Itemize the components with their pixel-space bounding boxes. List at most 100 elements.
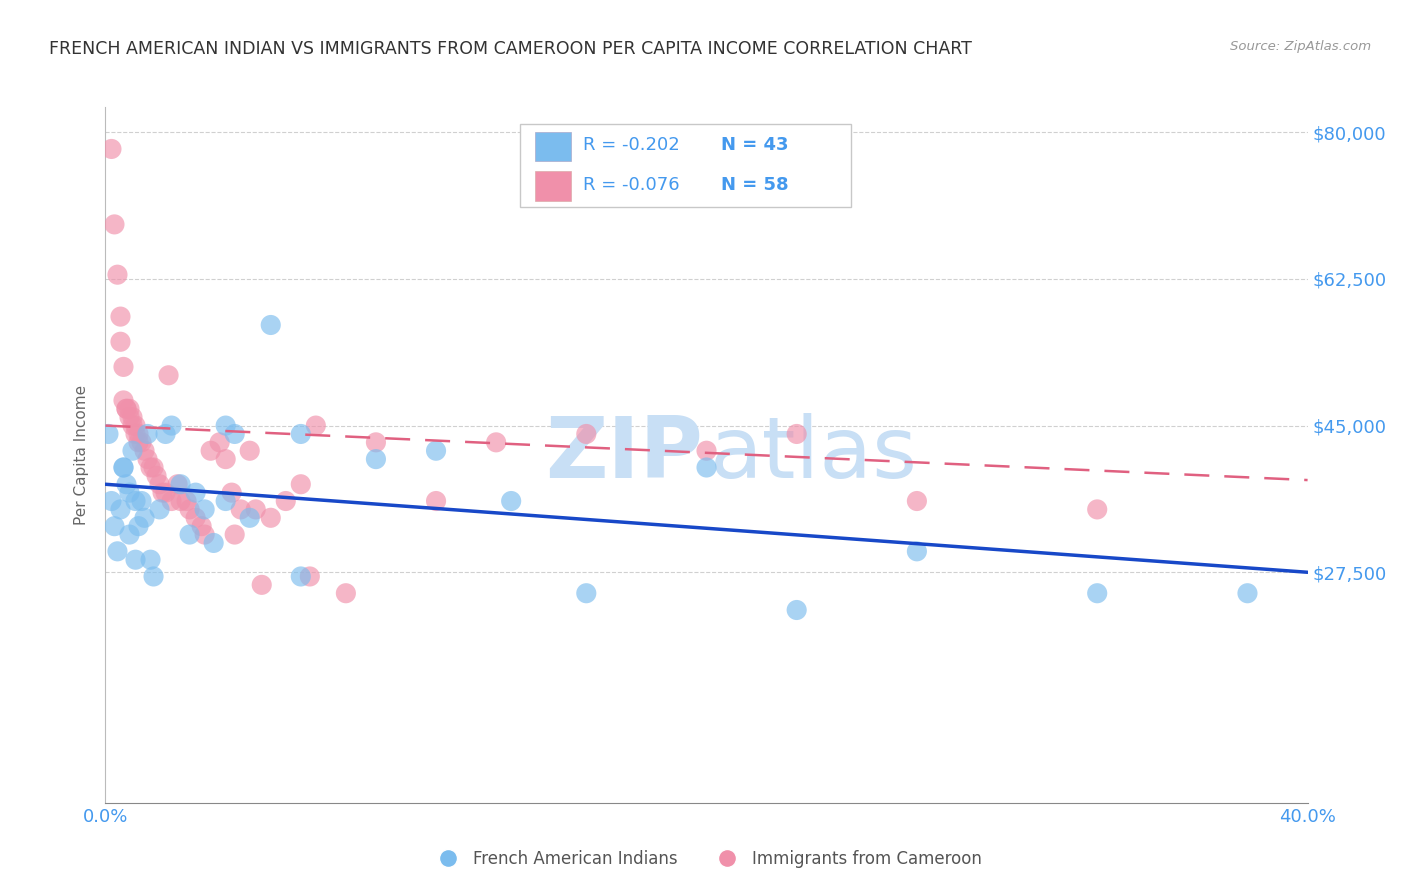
Point bbox=[131, 494, 153, 508]
Point bbox=[142, 460, 165, 475]
Text: Source: ZipAtlas.com: Source: ZipAtlas.com bbox=[1230, 40, 1371, 54]
Bar bbox=[534, 132, 571, 161]
Point bbox=[100, 494, 122, 508]
Point bbox=[290, 427, 312, 442]
Point bbox=[118, 410, 141, 425]
Point bbox=[575, 586, 598, 600]
Point bbox=[103, 519, 125, 533]
Point bbox=[425, 443, 447, 458]
Point bbox=[131, 435, 153, 450]
Point bbox=[124, 427, 146, 442]
Point bbox=[107, 268, 129, 282]
Point bbox=[200, 443, 222, 458]
Point bbox=[239, 443, 262, 458]
Point bbox=[166, 477, 188, 491]
Point bbox=[214, 418, 236, 433]
Point bbox=[194, 502, 217, 516]
Point bbox=[124, 418, 146, 433]
Point bbox=[202, 536, 225, 550]
Point bbox=[148, 477, 170, 491]
Point bbox=[190, 519, 212, 533]
Point bbox=[260, 318, 283, 332]
Point bbox=[179, 527, 201, 541]
Point bbox=[157, 368, 180, 383]
Point bbox=[224, 427, 246, 442]
Point bbox=[136, 452, 159, 467]
Point bbox=[786, 603, 808, 617]
Point bbox=[176, 494, 198, 508]
Point bbox=[905, 494, 928, 508]
Point bbox=[1236, 586, 1258, 600]
Point bbox=[575, 427, 598, 442]
Point bbox=[696, 460, 718, 475]
Text: ZIP: ZIP bbox=[546, 413, 703, 497]
Point bbox=[501, 494, 523, 508]
Point bbox=[142, 569, 165, 583]
Bar bbox=[534, 171, 571, 201]
Point bbox=[110, 502, 132, 516]
Point bbox=[112, 460, 135, 475]
Point bbox=[155, 427, 177, 442]
Point bbox=[155, 485, 177, 500]
Point bbox=[134, 443, 156, 458]
Point bbox=[97, 427, 120, 442]
Point bbox=[169, 494, 191, 508]
Point bbox=[124, 552, 146, 566]
Point bbox=[298, 569, 321, 583]
Point bbox=[179, 502, 201, 516]
Point bbox=[290, 477, 312, 491]
Point bbox=[112, 359, 135, 374]
Point bbox=[169, 477, 191, 491]
Point bbox=[214, 494, 236, 508]
Point bbox=[194, 527, 217, 541]
Point bbox=[110, 334, 132, 349]
Point bbox=[121, 410, 143, 425]
Point bbox=[139, 460, 162, 475]
Point bbox=[485, 435, 508, 450]
Point bbox=[335, 586, 357, 600]
Point bbox=[260, 510, 283, 524]
Point bbox=[425, 494, 447, 508]
Y-axis label: Per Capita Income: Per Capita Income bbox=[75, 384, 90, 525]
Point bbox=[110, 310, 132, 324]
Text: FRENCH AMERICAN INDIAN VS IMMIGRANTS FROM CAMEROON PER CAPITA INCOME CORRELATION: FRENCH AMERICAN INDIAN VS IMMIGRANTS FRO… bbox=[49, 40, 972, 58]
Text: R = -0.076: R = -0.076 bbox=[582, 176, 679, 194]
Point bbox=[103, 218, 125, 232]
Point bbox=[145, 468, 167, 483]
Point bbox=[245, 502, 267, 516]
Point bbox=[112, 460, 135, 475]
Point bbox=[139, 552, 162, 566]
Point bbox=[112, 393, 135, 408]
Point bbox=[290, 569, 312, 583]
Point bbox=[148, 502, 170, 516]
Text: N = 58: N = 58 bbox=[721, 176, 789, 194]
Point bbox=[121, 443, 143, 458]
Point bbox=[214, 452, 236, 467]
Text: atlas: atlas bbox=[710, 413, 918, 497]
Point bbox=[364, 435, 387, 450]
Legend: French American Indians, Immigrants from Cameroon: French American Indians, Immigrants from… bbox=[425, 843, 988, 874]
Point bbox=[118, 527, 141, 541]
Point bbox=[229, 502, 252, 516]
Point bbox=[128, 435, 150, 450]
Point bbox=[184, 485, 207, 500]
Point bbox=[1085, 502, 1108, 516]
Point bbox=[305, 418, 328, 433]
Point bbox=[128, 427, 150, 442]
Point bbox=[364, 452, 387, 467]
Point bbox=[239, 510, 262, 524]
Point bbox=[221, 485, 243, 500]
Point bbox=[100, 142, 122, 156]
Point bbox=[118, 401, 141, 416]
Point bbox=[786, 427, 808, 442]
Text: N = 43: N = 43 bbox=[721, 136, 789, 154]
Point bbox=[124, 494, 146, 508]
Point bbox=[121, 418, 143, 433]
Point bbox=[128, 519, 150, 533]
Point bbox=[905, 544, 928, 558]
Point bbox=[224, 527, 246, 541]
FancyBboxPatch shape bbox=[520, 124, 851, 207]
Point bbox=[136, 427, 159, 442]
Point bbox=[107, 544, 129, 558]
Point bbox=[160, 494, 183, 508]
